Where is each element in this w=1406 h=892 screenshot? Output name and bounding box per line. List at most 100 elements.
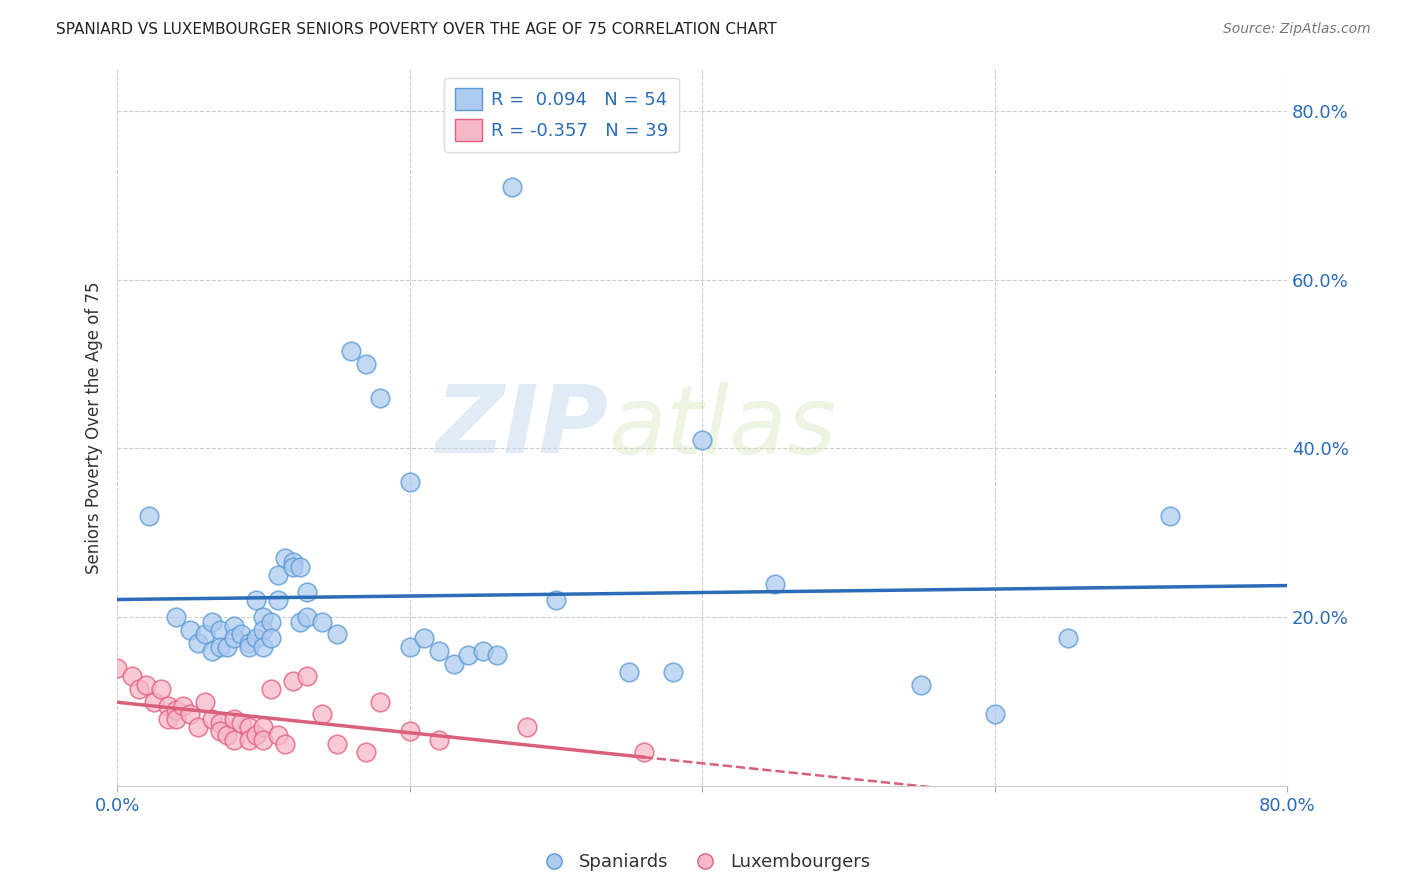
- Point: [245, 729, 267, 743]
- Point: [267, 729, 290, 743]
- Point: [457, 648, 479, 663]
- Point: [486, 648, 509, 663]
- Point: [215, 729, 238, 743]
- Point: [187, 635, 209, 649]
- Point: [297, 669, 319, 683]
- Point: [413, 632, 436, 646]
- Point: [370, 391, 392, 405]
- Point: [274, 737, 297, 751]
- Point: [633, 745, 655, 759]
- Point: [252, 720, 274, 734]
- Point: [224, 732, 246, 747]
- Point: [245, 593, 267, 607]
- Point: [252, 732, 274, 747]
- Point: [128, 681, 150, 696]
- Point: [516, 720, 538, 734]
- Point: [172, 698, 194, 713]
- Point: [135, 678, 157, 692]
- Point: [443, 657, 465, 671]
- Point: [201, 615, 224, 629]
- Point: [297, 585, 319, 599]
- Point: [763, 576, 786, 591]
- Point: [252, 640, 274, 654]
- Legend: Spaniards, Luxembourgers: Spaniards, Luxembourgers: [529, 847, 877, 879]
- Point: [238, 635, 260, 649]
- Point: [370, 695, 392, 709]
- Point: [121, 669, 143, 683]
- Point: [208, 715, 231, 730]
- Point: [910, 678, 932, 692]
- Point: [340, 344, 363, 359]
- Point: [187, 720, 209, 734]
- Point: [157, 712, 180, 726]
- Point: [224, 618, 246, 632]
- Point: [224, 632, 246, 646]
- Point: [201, 644, 224, 658]
- Text: ZIP: ZIP: [436, 382, 609, 474]
- Point: [398, 640, 420, 654]
- Text: SPANIARD VS LUXEMBOURGER SENIORS POVERTY OVER THE AGE OF 75 CORRELATION CHART: SPANIARD VS LUXEMBOURGER SENIORS POVERTY…: [56, 22, 778, 37]
- Point: [179, 623, 201, 637]
- Point: [617, 665, 640, 680]
- Point: [208, 724, 231, 739]
- Point: [215, 640, 238, 654]
- Point: [165, 703, 187, 717]
- Point: [252, 610, 274, 624]
- Point: [260, 632, 283, 646]
- Point: [238, 720, 260, 734]
- Point: [142, 695, 165, 709]
- Point: [194, 695, 217, 709]
- Point: [354, 745, 377, 759]
- Point: [157, 698, 180, 713]
- Y-axis label: Seniors Poverty Over the Age of 75: Seniors Poverty Over the Age of 75: [86, 281, 103, 574]
- Point: [150, 681, 173, 696]
- Point: [544, 593, 567, 607]
- Legend: R =  0.094   N = 54, R = -0.357   N = 39: R = 0.094 N = 54, R = -0.357 N = 39: [444, 78, 679, 153]
- Point: [208, 640, 231, 654]
- Point: [105, 661, 128, 675]
- Point: [297, 610, 319, 624]
- Text: atlas: atlas: [609, 382, 837, 473]
- Point: [179, 707, 201, 722]
- Point: [208, 623, 231, 637]
- Point: [1056, 632, 1078, 646]
- Point: [138, 508, 160, 523]
- Point: [281, 673, 304, 688]
- Point: [288, 559, 311, 574]
- Point: [311, 615, 333, 629]
- Point: [165, 610, 187, 624]
- Point: [501, 179, 523, 194]
- Point: [252, 623, 274, 637]
- Point: [274, 551, 297, 566]
- Point: [398, 724, 420, 739]
- Point: [260, 615, 283, 629]
- Point: [201, 712, 224, 726]
- Point: [165, 712, 187, 726]
- Point: [281, 559, 304, 574]
- Point: [311, 707, 333, 722]
- Point: [354, 357, 377, 371]
- Point: [231, 627, 253, 641]
- Point: [398, 475, 420, 490]
- Point: [983, 707, 1005, 722]
- Point: [427, 732, 450, 747]
- Text: Source: ZipAtlas.com: Source: ZipAtlas.com: [1223, 22, 1371, 37]
- Point: [325, 627, 347, 641]
- Point: [325, 737, 347, 751]
- Point: [471, 644, 494, 658]
- Point: [662, 665, 685, 680]
- Point: [267, 593, 290, 607]
- Point: [238, 732, 260, 747]
- Point: [260, 681, 283, 696]
- Point: [288, 615, 311, 629]
- Point: [245, 632, 267, 646]
- Point: [427, 644, 450, 658]
- Point: [224, 712, 246, 726]
- Point: [238, 640, 260, 654]
- Point: [690, 433, 713, 447]
- Point: [194, 627, 217, 641]
- Point: [281, 556, 304, 570]
- Point: [1159, 508, 1181, 523]
- Point: [267, 568, 290, 582]
- Point: [231, 715, 253, 730]
